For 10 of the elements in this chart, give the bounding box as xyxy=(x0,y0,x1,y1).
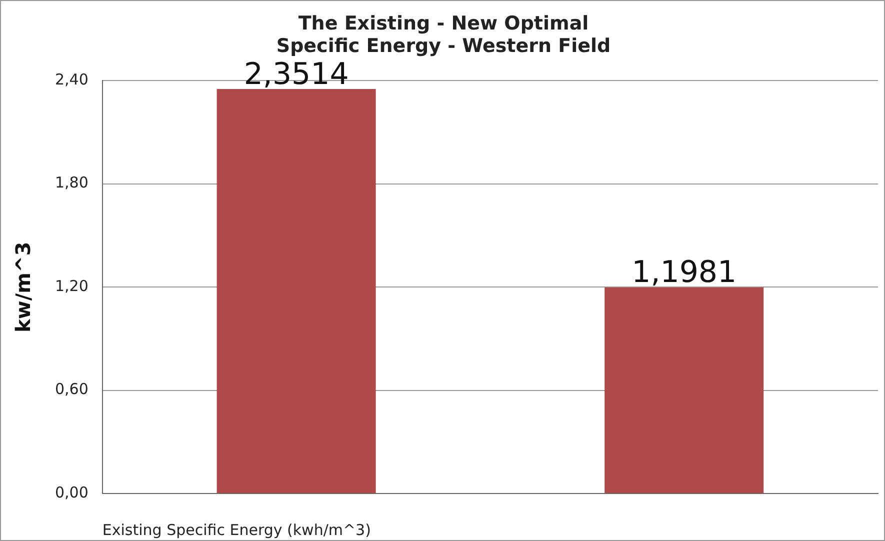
y-tick-label: 0,00 xyxy=(54,483,88,502)
x-axis-title: Existing Specific Energy (kwh/m^3) xyxy=(102,520,371,539)
data-label: 1,1981 xyxy=(632,255,737,290)
data-label: 2,3514 xyxy=(244,56,349,92)
chart-title: The Existing - New Optimal Specific Energy - Western Field xyxy=(276,12,611,58)
y-tick-label: 1,80 xyxy=(54,174,88,192)
y-tick-label: 2,40 xyxy=(54,70,88,88)
y-tick-label: 0,60 xyxy=(54,380,88,398)
y-tick-label: 1,20 xyxy=(54,276,88,295)
y-axis-title: kw/m^3 xyxy=(11,242,36,332)
